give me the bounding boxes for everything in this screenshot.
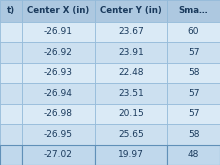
Bar [0,42,22,63]
Bar [0,124,22,145]
Bar [22,42,95,63]
Bar [95,22,167,42]
Bar [95,63,167,83]
Text: 58: 58 [188,130,199,139]
Text: -26.98: -26.98 [44,109,73,118]
Text: 20.15: 20.15 [118,109,144,118]
Text: 25.65: 25.65 [118,130,144,139]
Text: 23.51: 23.51 [118,89,144,98]
Text: 23.67: 23.67 [118,27,144,36]
Bar [0,63,22,83]
Bar [167,124,220,145]
Bar [22,83,95,104]
Bar [167,63,220,83]
Text: t): t) [7,6,15,15]
Bar [167,104,220,124]
Text: 57: 57 [188,48,199,57]
Text: -27.02: -27.02 [44,150,73,159]
Bar [95,42,167,63]
Text: Center Y (in): Center Y (in) [100,6,162,15]
Bar [95,124,167,145]
Bar [0,0,22,22]
Bar [0,104,22,124]
Text: 58: 58 [188,68,199,77]
Bar [22,124,95,145]
Text: -26.93: -26.93 [44,68,73,77]
Bar [22,104,95,124]
Bar [22,0,95,22]
Bar [0,145,22,165]
Bar [167,42,220,63]
Bar [167,145,220,165]
Bar [22,22,95,42]
Bar [22,63,95,83]
Text: 19.97: 19.97 [118,150,144,159]
Text: -26.94: -26.94 [44,89,73,98]
Bar [22,145,95,165]
Bar [167,22,220,42]
Bar [0,22,22,42]
Text: -26.91: -26.91 [44,27,73,36]
Text: 60: 60 [188,27,199,36]
Text: 48: 48 [188,150,199,159]
Text: Center X (in): Center X (in) [27,6,89,15]
Text: -26.95: -26.95 [44,130,73,139]
Text: 22.48: 22.48 [118,68,144,77]
Bar [95,83,167,104]
Text: 23.91: 23.91 [118,48,144,57]
Bar [0,83,22,104]
Text: 57: 57 [188,109,199,118]
Bar [95,145,167,165]
Text: 57: 57 [188,89,199,98]
Text: -26.92: -26.92 [44,48,73,57]
Bar [95,104,167,124]
Bar [95,0,167,22]
Bar [167,0,220,22]
Text: Sma…: Sma… [179,6,208,15]
Bar [167,83,220,104]
